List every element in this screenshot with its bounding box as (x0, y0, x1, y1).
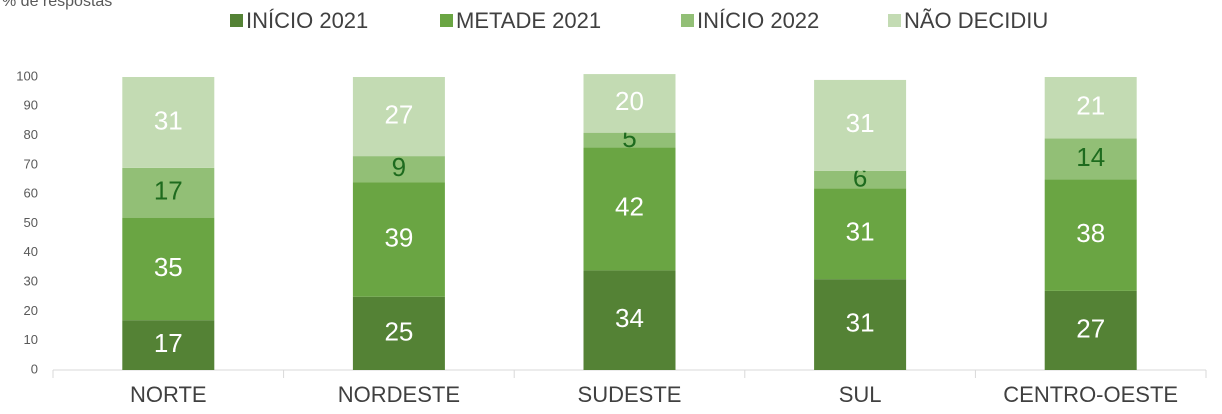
x-tick-label: NORDESTE (338, 382, 460, 407)
legend-swatch (888, 14, 901, 27)
data-label: 31 (846, 108, 875, 138)
y-tick-label: 40 (24, 244, 38, 259)
y-tick-label: 60 (24, 186, 38, 201)
bar-segment (1044, 179, 1137, 291)
data-label: 27 (1076, 313, 1105, 343)
bar-segment (814, 188, 907, 280)
bar-segment (352, 182, 445, 297)
y-tick-label: 70 (24, 156, 38, 171)
legend-swatch (440, 14, 453, 27)
y-tick-label: 0 (31, 361, 38, 376)
x-tick-label: CENTRO-OESTE (1003, 382, 1178, 407)
y-tick-label: 80 (24, 127, 38, 142)
data-label: 20 (615, 86, 644, 116)
data-label: 39 (384, 222, 413, 252)
legend-label: INÍCIO 2021 (246, 8, 368, 33)
y-tick-label: 10 (24, 332, 38, 347)
bar-segment (814, 279, 907, 370)
bar-segment (1044, 290, 1137, 370)
legend-swatch (230, 14, 243, 27)
bar-segment (583, 147, 676, 271)
y-axis-label: % de respostas (2, 0, 112, 10)
legend-label: NÃO DECIDIU (904, 8, 1048, 33)
data-label: 25 (384, 316, 413, 346)
x-tick-label: SUDESTE (578, 382, 682, 407)
data-label: 17 (154, 328, 183, 358)
bar-segment (1044, 138, 1137, 180)
y-tick-label: 50 (24, 215, 38, 230)
data-label: 42 (615, 192, 644, 222)
data-label: 31 (846, 217, 875, 247)
x-tick-label: SUL (839, 382, 882, 407)
data-label: 14 (1076, 142, 1105, 172)
bar-segment (583, 132, 676, 148)
y-tick-label: 90 (24, 98, 38, 113)
y-tick-label: 30 (24, 274, 38, 289)
x-tick-label: NORTE (130, 382, 207, 407)
bar-segment (352, 156, 445, 183)
bar-segment (122, 217, 215, 321)
bar-segment (352, 77, 445, 157)
data-label: 38 (1076, 218, 1105, 248)
legend-swatch (681, 14, 694, 27)
bar-segment (814, 170, 907, 189)
bar-segment (122, 167, 215, 218)
data-label: 17 (154, 176, 183, 206)
data-label: 21 (1076, 91, 1105, 121)
y-tick-label: 20 (24, 303, 38, 318)
data-label: 31 (846, 307, 875, 337)
bar-segment (583, 270, 676, 370)
bar-segment (122, 320, 215, 370)
legend-label: INÍCIO 2022 (697, 8, 819, 33)
bar-segment (122, 77, 215, 168)
bar-segment (352, 296, 445, 370)
data-label: 35 (154, 252, 183, 282)
bar-segment (583, 74, 676, 133)
data-label: 9 (392, 152, 406, 182)
y-tick-label: 100 (16, 68, 38, 83)
data-label: 27 (384, 99, 413, 129)
legend-label: METADE 2021 (456, 8, 601, 33)
bar-segment (814, 79, 907, 171)
data-label: 31 (154, 105, 183, 135)
data-label: 34 (615, 303, 644, 333)
bar-segment (1044, 77, 1137, 139)
